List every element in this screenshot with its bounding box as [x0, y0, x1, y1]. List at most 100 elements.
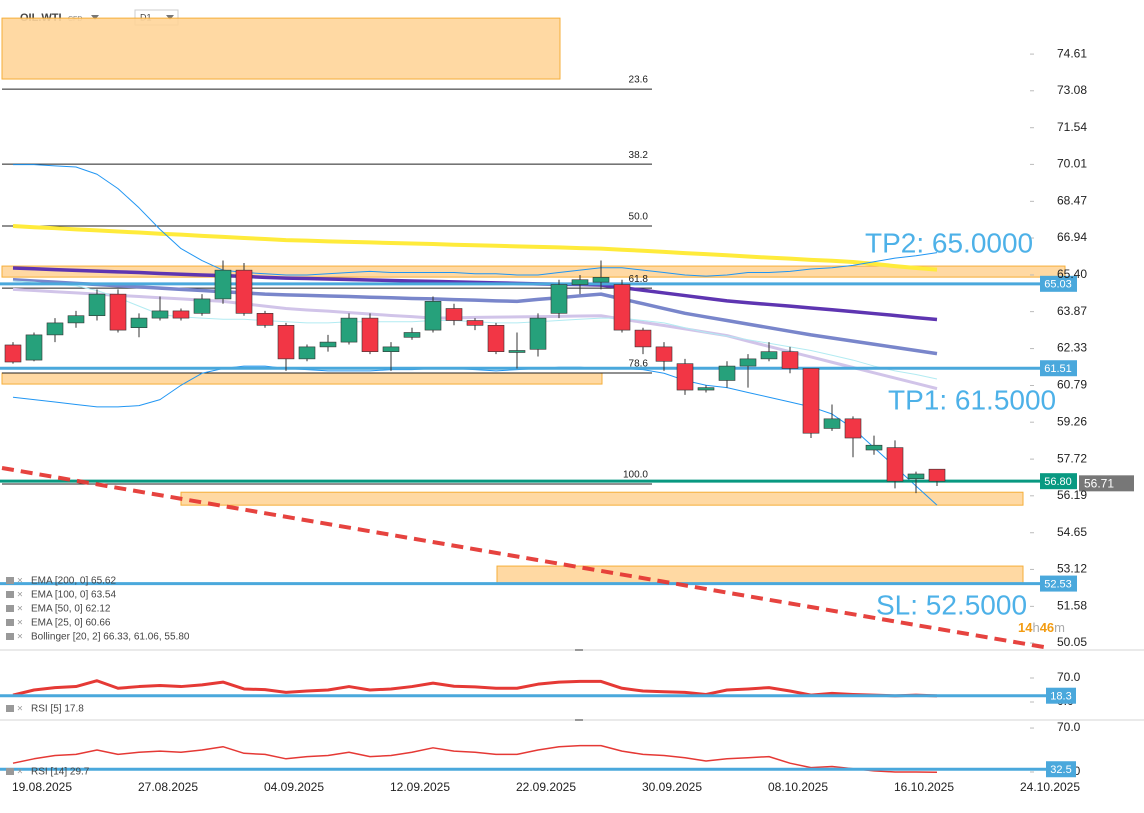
rsi-line	[12, 679, 938, 698]
zone	[1, 17, 561, 80]
fib-label: 50.0	[629, 212, 649, 223]
legend-close: ×	[17, 618, 23, 629]
x-tick-label: 30.09.2025	[642, 780, 702, 794]
legend-icon	[6, 633, 14, 640]
indicator-legend: EMA [100, 0] 63.54	[31, 590, 116, 601]
x-tick-label: 08.10.2025	[768, 780, 828, 794]
trendline	[1, 466, 1051, 651]
level-tag	[1040, 275, 1077, 292]
legend-close: ×	[17, 632, 23, 643]
candle-body	[25, 334, 43, 361]
dropdown-arrow[interactable]	[91, 15, 99, 20]
zone	[1, 372, 603, 385]
zone	[496, 565, 1024, 584]
candle-body	[823, 418, 841, 429]
indicator-line	[12, 287, 938, 391]
fib-label: 61.8	[629, 274, 649, 285]
countdown-part: 14	[1018, 620, 1033, 635]
candle-body	[193, 298, 211, 314]
y-tick-label: 62.33	[1057, 341, 1087, 355]
zone	[1, 265, 1066, 278]
timeframe[interactable]: D1	[140, 12, 152, 22]
candle-body	[844, 418, 862, 439]
candle-body	[403, 332, 421, 338]
candle-body	[172, 310, 190, 319]
countdown-part: m	[1054, 620, 1065, 635]
candle-body	[361, 317, 379, 352]
indicator-legend: EMA [50, 0] 62.12	[31, 604, 111, 615]
fib-label: 38.2	[629, 150, 649, 161]
candle-body	[508, 350, 526, 353]
y-tick-label: 65.40	[1057, 267, 1087, 281]
y-tick-label: 66.94	[1057, 230, 1087, 244]
level-tag	[1046, 687, 1076, 704]
y-tick-label: 70.0	[1057, 720, 1081, 734]
y-tick-label: 54.65	[1057, 525, 1087, 539]
legend-icon	[6, 605, 14, 612]
annotation: TP1: 61.5000	[888, 384, 1056, 415]
y-tick-label: 50.05	[1057, 635, 1087, 649]
level-tag	[1046, 761, 1076, 778]
price-label: 56.71	[1084, 477, 1114, 491]
candle-body	[613, 284, 631, 331]
countdown-part: 46	[1040, 620, 1054, 635]
x-tick-label: 27.08.2025	[138, 780, 198, 794]
rsi-legend: RSI [5] 17.8	[31, 704, 84, 715]
y-tick-label: 57.72	[1057, 451, 1087, 465]
panel-handle	[575, 649, 583, 651]
x-tick-label: 22.09.2025	[516, 780, 576, 794]
candle-body	[739, 358, 757, 367]
candle-body	[4, 344, 22, 363]
y-tick-label: 51.58	[1057, 599, 1087, 613]
candle-body	[340, 317, 358, 343]
x-tick-label: 19.08.2025	[12, 780, 72, 794]
dropdown-arrow[interactable]	[166, 15, 174, 20]
candle-body	[697, 387, 715, 391]
candle-body	[928, 468, 946, 482]
legend-icon	[6, 591, 14, 598]
legend-icon	[6, 768, 14, 775]
x-tick-label: 16.10.2025	[894, 780, 954, 794]
legend-close: ×	[17, 767, 23, 778]
candle-body	[634, 329, 652, 348]
candle-body	[277, 325, 295, 360]
y-tick-label: 60.79	[1057, 378, 1087, 392]
candle-body	[382, 346, 400, 352]
countdown: 14h46m	[1018, 620, 1065, 635]
candle-body	[592, 277, 610, 283]
candle-body	[529, 317, 547, 350]
candle-body	[67, 315, 85, 324]
candle-body	[781, 351, 799, 369]
candle-body	[298, 346, 316, 360]
candle-body	[130, 317, 148, 329]
level-tag	[1040, 360, 1077, 377]
legend-icon	[6, 619, 14, 626]
fib-label: 23.6	[629, 75, 649, 86]
y-tick-label: 74.61	[1057, 46, 1087, 60]
indicator-line	[13, 164, 938, 277]
countdown-part: h	[1032, 620, 1039, 635]
candle-body	[88, 293, 106, 317]
candle-body	[655, 346, 673, 362]
indicator-legend: EMA [25, 0] 60.66	[31, 618, 111, 629]
x-tick-label: 24.10.2025	[1020, 780, 1080, 794]
zone	[180, 491, 1024, 506]
level-label: 18.3	[1050, 691, 1071, 703]
annotation: SL: 52.5000	[876, 589, 1027, 620]
candle-body	[886, 447, 904, 482]
y-tick-label: 68.47	[1057, 193, 1087, 207]
candle-body	[445, 308, 463, 321]
indicator-line	[12, 277, 938, 356]
candle-body	[571, 279, 589, 285]
y-tick-label: 70.01	[1057, 157, 1087, 171]
candle-body	[907, 473, 925, 480]
y-tick-label: 71.54	[1057, 120, 1087, 134]
indicator-line	[12, 224, 938, 272]
level-label: 52.53	[1044, 578, 1072, 590]
fib-label: 78.6	[629, 359, 649, 370]
y-tick-label: 73.08	[1057, 83, 1087, 97]
panel-handle	[575, 719, 583, 721]
fib-label: 100.0	[623, 470, 648, 481]
